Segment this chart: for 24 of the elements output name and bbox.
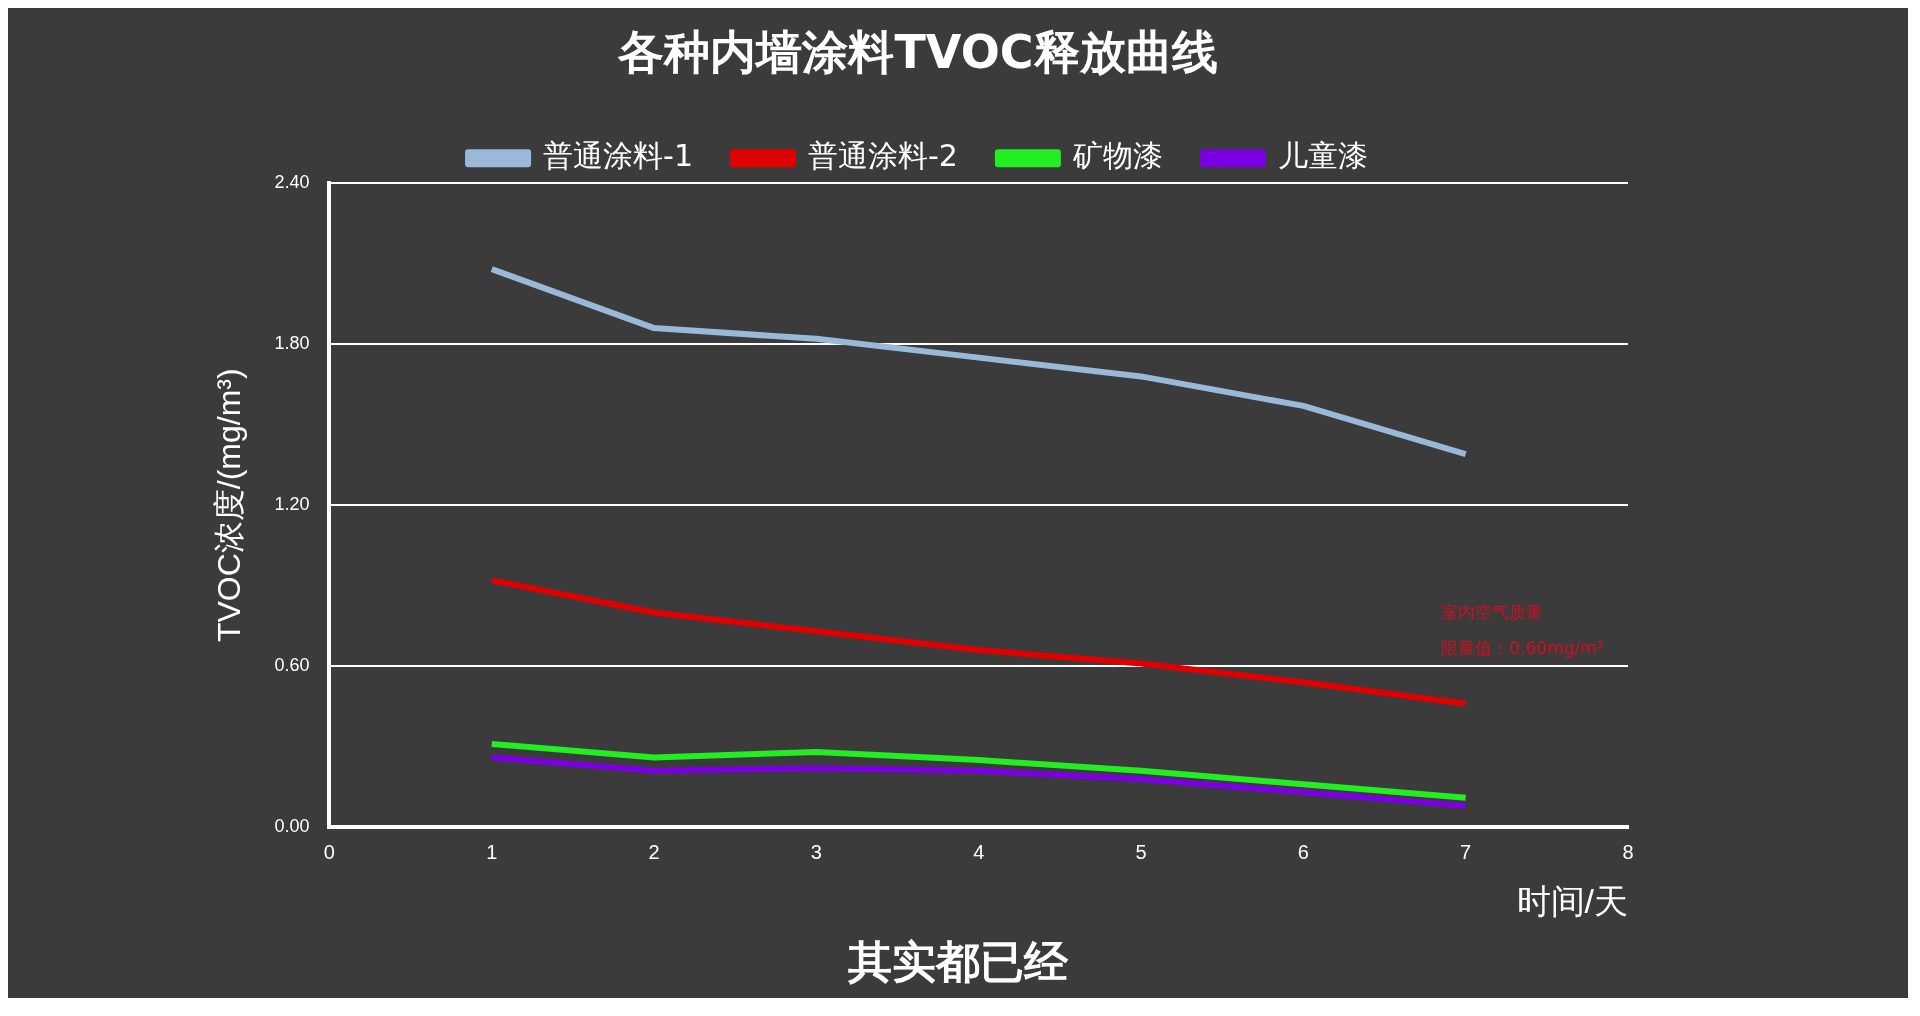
legend-label: 儿童漆: [1277, 138, 1368, 173]
legend-label: 普通涂料-1: [543, 138, 694, 173]
x-tick-label: 5: [1135, 840, 1147, 863]
legend-label: 普通涂料-2: [808, 138, 958, 173]
x-tick-label: 4: [973, 840, 985, 863]
x-tick-label: 7: [1460, 840, 1472, 863]
x-tick-label: 6: [1297, 840, 1309, 863]
chart-title: 各种内墙涂料TVOC释放曲线: [617, 24, 1218, 79]
y-tick-label: 0.00: [274, 816, 310, 837]
text: 其实都已经: [847, 936, 1069, 988]
x-tick-label: 3: [810, 840, 822, 863]
y-tick-label: 1.20: [274, 494, 310, 515]
legend-label: 矿物漆: [1071, 138, 1163, 173]
y-tick-label: 1.80: [274, 333, 310, 354]
x-tick-label: 1: [486, 840, 498, 863]
y-axis-title: TVOC浓度/(mg/m³): [211, 368, 248, 643]
annotation: 室内空气质量: [1441, 602, 1544, 623]
x-tick-label: 8: [1622, 840, 1634, 863]
y-tick-label: 0.60: [274, 655, 310, 676]
x-tick-label: 0: [323, 840, 335, 863]
x-tick-label: 2: [648, 840, 660, 863]
y-tick-label: 2.40: [274, 172, 310, 193]
annotation: 限量值：0.60mg/m³: [1441, 638, 1604, 659]
x-axis-title: 时间/天: [1516, 881, 1628, 920]
